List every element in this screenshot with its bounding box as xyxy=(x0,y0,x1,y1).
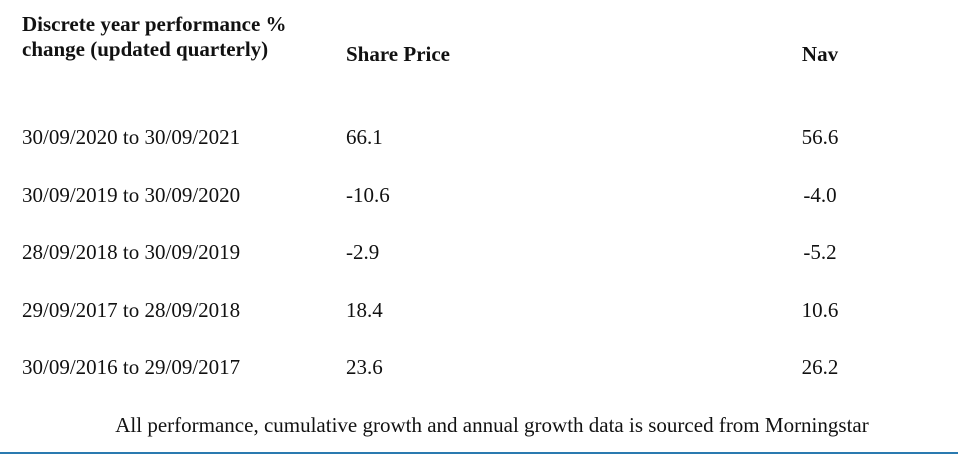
table-cell: -4.0 xyxy=(803,182,837,207)
table-cell: -5.2 xyxy=(803,240,837,264)
header-cell: Discrete year performance % change (upda… xyxy=(22,12,287,61)
table-cell: 29/09/2017 to 28/09/2018 xyxy=(22,297,241,322)
header-cell: Share Price xyxy=(346,42,450,66)
table-cell: 10.6 xyxy=(801,297,839,322)
header-cell: Nav xyxy=(801,42,839,66)
table-cell: 26.2 xyxy=(801,355,839,379)
table-cell: 30/09/2016 to 29/09/2017 xyxy=(22,355,241,379)
table-cell: 18.4 xyxy=(346,297,383,322)
table-cell: 23.6 xyxy=(346,355,383,379)
table-cell: 56.6 xyxy=(801,125,839,149)
table-cell: 30/09/2019 to 30/09/2020 xyxy=(22,182,241,207)
footnote: All performance, cumulative growth and a… xyxy=(115,413,869,437)
table-cell: -10.6 xyxy=(346,182,390,207)
table-cell: -2.9 xyxy=(346,240,380,264)
table-cell: 66.1 xyxy=(346,125,383,149)
divider xyxy=(0,452,958,454)
table-cell: 28/09/2018 to 30/09/2019 xyxy=(22,240,241,264)
table-cell: 30/09/2020 to 30/09/2021 xyxy=(22,125,241,149)
